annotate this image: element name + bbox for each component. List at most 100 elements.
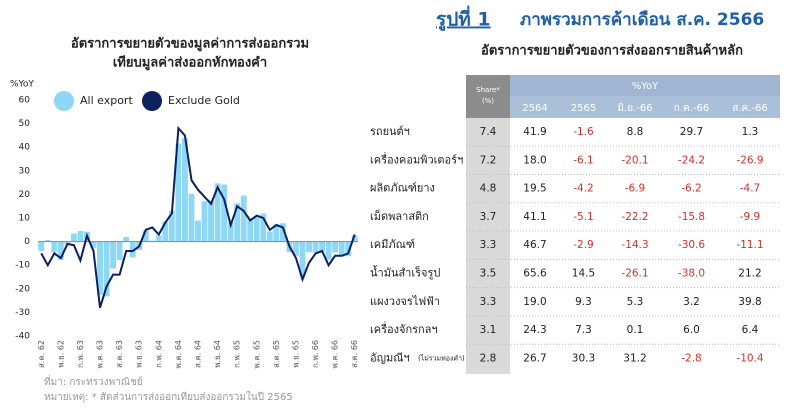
table-cell: 7.2 (480, 154, 497, 166)
bar (175, 143, 182, 242)
table-cell: 3.1 (480, 324, 497, 336)
table-cell: 7.4 (480, 126, 497, 138)
bar (155, 235, 162, 242)
bar (208, 200, 214, 242)
y-tick-label: 20 (19, 190, 31, 200)
table-cell: 31.2 (623, 352, 646, 364)
bar (188, 193, 195, 242)
y-tick-label: 60 (19, 96, 31, 106)
bar (70, 233, 77, 242)
table-cell: 65.6 (523, 268, 547, 280)
chart-title: เทียบมูลค่าส่งออกหักทองคำ (113, 55, 267, 71)
bar (195, 220, 201, 242)
legend-label: Exclude Gold (168, 94, 240, 107)
bar (319, 241, 326, 252)
bar (214, 183, 221, 242)
table-cell: -2.8 (681, 352, 702, 364)
bar (332, 241, 339, 253)
table-cell: -26.9 (736, 154, 763, 166)
bar (38, 241, 45, 252)
bar (44, 239, 51, 242)
table-cell: 41.9 (523, 126, 546, 138)
legend-label: All export (80, 94, 133, 107)
x-tick-label: ก.พ. 63 (76, 340, 85, 368)
y-tick-label: 30 (19, 166, 31, 176)
y-tick-label: -10 (15, 261, 30, 271)
x-tick-label: พ.ย. 65 (291, 340, 300, 368)
table-cell: -4.2 (573, 183, 594, 195)
bar (325, 241, 332, 260)
column-header: ก.ค.-66 (674, 103, 709, 114)
chart-title: อัตราการขยายตัวของมูลค่าการส่งออกรวม (71, 37, 309, 52)
bar (110, 241, 117, 269)
bar (293, 241, 299, 256)
group-header-label: %YoY (632, 81, 659, 92)
bar (77, 230, 84, 242)
x-tick-label: ส.ค. 65 (272, 340, 281, 368)
x-tick-label: พ.ค. 63 (96, 340, 105, 368)
x-tick-label: ส.ค. 66 (350, 340, 359, 368)
table-cell: -20.1 (621, 154, 648, 166)
table-cell: -30.6 (678, 239, 705, 251)
x-tick-label: ส.ค. 64 (194, 340, 203, 368)
group-header (510, 75, 780, 96)
bar (345, 241, 352, 257)
x-tick-label: พ.ค. 64 (174, 340, 183, 368)
table-cell: -26.1 (621, 268, 648, 280)
table-cell: -1.6 (573, 126, 594, 138)
table-cell: -6.9 (625, 183, 646, 195)
table-cell: 29.7 (680, 126, 703, 138)
table-cell: 3.3 (480, 239, 497, 251)
table-cell: 39.8 (738, 296, 761, 308)
table-cell: 19.0 (523, 296, 546, 308)
bar (234, 203, 241, 242)
share-column (466, 118, 510, 374)
bar (299, 241, 306, 277)
table-cell: -6.1 (573, 154, 594, 166)
y-tick-label: 50 (19, 119, 31, 129)
table-cell: 0.1 (627, 324, 644, 336)
table-cell: 18.0 (523, 154, 546, 166)
table-cell: 3.7 (480, 211, 497, 223)
table-cell: 3.5 (480, 268, 497, 280)
bar (182, 138, 188, 242)
x-tick-label: พ.ย. 62 (56, 340, 65, 368)
table-cell: -10.4 (736, 352, 763, 364)
table-cell: -38.0 (678, 268, 705, 280)
bar (279, 223, 286, 242)
table-cell: 26.7 (523, 352, 546, 364)
table-cell: 46.7 (523, 239, 546, 251)
row-label: เคมีภัณฑ์ (370, 238, 415, 251)
column-header: 2564 (522, 103, 547, 114)
table-cell: 4.8 (480, 183, 497, 195)
bar (240, 195, 247, 242)
table-cell: 5.3 (627, 296, 644, 308)
column-header: 2565 (571, 103, 596, 114)
source: ที่มา: กระทรวงพาณิชย์ (44, 374, 143, 388)
row-label: เครื่องจักรกลฯ (370, 321, 438, 336)
table-cell: 24.3 (523, 324, 546, 336)
line (40, 125, 356, 308)
table-cell: 1.3 (742, 126, 759, 138)
legend-marker (142, 91, 162, 111)
row-label: แผงวงจรไฟฟ้า (370, 295, 440, 308)
bar (221, 184, 228, 242)
y-axis-label: %YoY (10, 80, 34, 90)
table-cell: 3.3 (480, 296, 497, 308)
y-tick-label: 0 (24, 237, 30, 247)
bar (338, 241, 345, 257)
column-header: ส.ค.-66 (732, 103, 767, 114)
table-cell: 7.3 (575, 324, 592, 336)
share-header (466, 75, 510, 118)
figure-number: รูปที่ 1 (436, 6, 491, 32)
x-tick-label: ก.พ. 66 (311, 340, 320, 368)
table-cell: -6.2 (681, 183, 702, 195)
row-label: อัญมณีฯ (370, 351, 410, 364)
table-cell: 9.3 (575, 296, 592, 308)
table-cell: 19.5 (523, 183, 546, 195)
table-cell: -11.1 (736, 239, 763, 251)
share-header-label: Share* (476, 86, 500, 94)
y-tick-label: -40 (15, 332, 30, 342)
table-cell: -22.2 (621, 211, 648, 223)
y-tick-label: -30 (15, 308, 30, 318)
